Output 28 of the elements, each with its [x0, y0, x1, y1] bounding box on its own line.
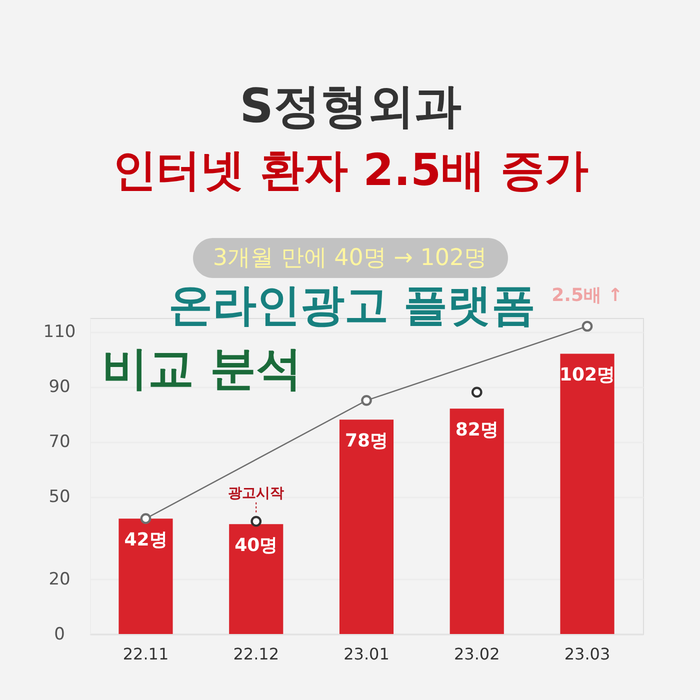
data-label: 102명: [559, 364, 616, 386]
x-tick-label: 22.12: [233, 644, 280, 664]
annotation: 광고시작: [228, 485, 284, 502]
bar: [229, 524, 284, 634]
data-label: 78명: [344, 430, 388, 452]
annotation: 비교 분석: [102, 341, 302, 395]
x-tick-label: 22.11: [122, 644, 169, 664]
chart-title: S정형외과: [240, 79, 462, 134]
x-tick-label: 23.01: [344, 644, 390, 664]
data-label: 42명: [124, 530, 168, 551]
bar: [118, 518, 173, 634]
chart-subtitle: 인터넷 환자 2.5배 증가: [112, 145, 588, 196]
y-tick-label: 50: [48, 487, 70, 508]
text: 3개월 만에 40명 → 102명: [212, 245, 488, 271]
y-tick-label: 20: [48, 570, 70, 590]
bar: [339, 420, 394, 634]
y-tick-label: 90: [48, 377, 70, 398]
y-tick-label: 110: [43, 322, 76, 342]
bar: [560, 354, 614, 634]
x-tick-label: 23.02: [454, 644, 500, 664]
annotation: 온라인광고 플랫폼: [168, 280, 536, 331]
y-tick-label: 0: [54, 624, 65, 644]
annotation: 2.5배 ↑: [552, 285, 623, 306]
y-tick-label: 70: [48, 432, 70, 452]
data-label: 82명: [455, 420, 498, 441]
x-tick-label: 23.03: [564, 644, 610, 664]
data-label: 40명: [234, 535, 278, 556]
bar: [450, 408, 504, 634]
